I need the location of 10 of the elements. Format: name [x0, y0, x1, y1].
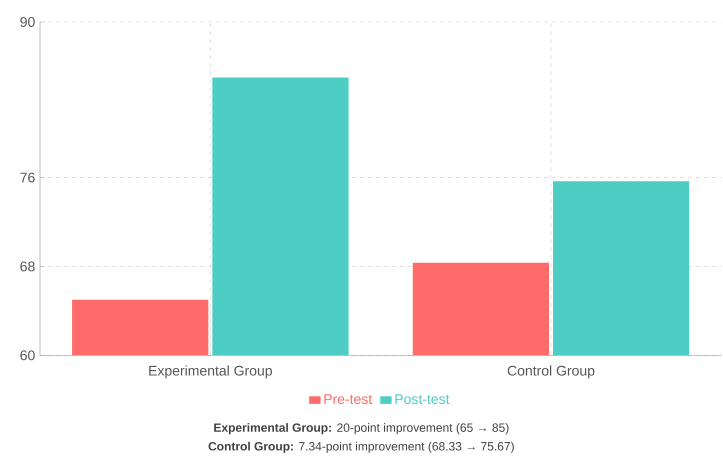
x-tick-label: Control Group	[508, 365, 594, 378]
y-tick-label: 76	[20, 172, 35, 183]
text: Experimental Group: 20-point improvement (65 → 85)	[214, 423, 509, 434]
y-tick-label: 68	[20, 261, 35, 272]
y-tick-label: 60	[20, 350, 35, 360]
legend-label: Pre-test	[324, 394, 372, 404]
text: Control Group: 7.34-point improvement (68.33 → 75.67)	[208, 442, 514, 453]
x-tick-label: Experimental Group	[149, 365, 272, 378]
legend-label: Post-test	[395, 394, 450, 404]
y-tick-label: 90	[20, 17, 35, 27]
